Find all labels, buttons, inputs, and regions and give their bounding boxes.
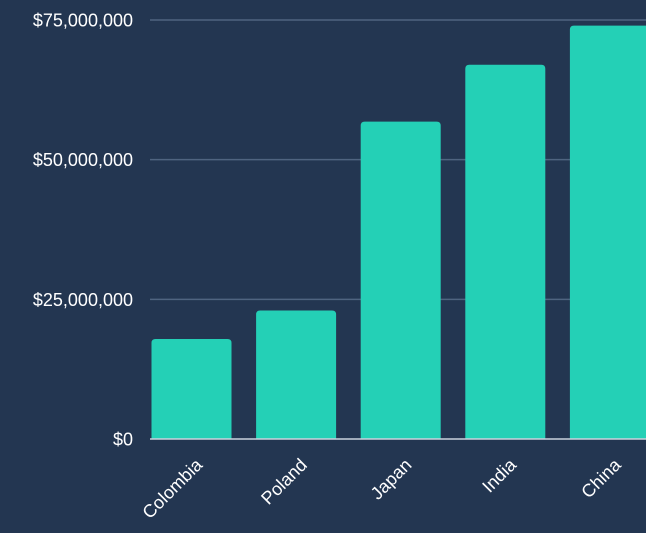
x-tick-label: India: [478, 454, 520, 496]
y-tick-label: $50,000,000: [33, 150, 133, 170]
y-tick-label: $25,000,000: [33, 290, 133, 310]
x-tick-label: Poland: [257, 455, 311, 509]
x-axis-ticks: Colombia Poland Japan India China: [138, 454, 625, 523]
y-axis-ticks: $0 $25,000,000 $50,000,000 $75,000,000: [33, 11, 133, 450]
bars: [152, 26, 646, 439]
bar-japan: [361, 122, 441, 439]
y-tick-label: $75,000,000: [33, 11, 133, 31]
bar-india: [465, 65, 545, 439]
bar-colombia: [152, 339, 232, 439]
x-tick-label: Colombia: [138, 454, 207, 523]
bar-china: [570, 26, 646, 439]
bar-poland: [256, 311, 336, 439]
x-tick-label: Japan: [367, 455, 416, 504]
y-tick-label: $0: [113, 430, 133, 450]
x-tick-label: China: [577, 454, 625, 502]
